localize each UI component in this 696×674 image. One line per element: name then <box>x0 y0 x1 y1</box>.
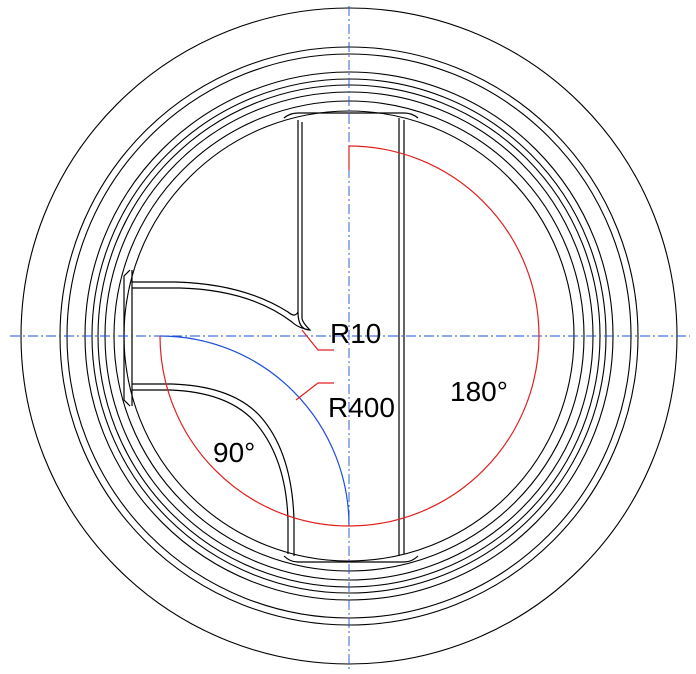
bend-angle-label: 90° <box>213 437 255 468</box>
leader-lines <box>296 330 334 400</box>
side-channel-lower-wall-inner <box>132 390 288 554</box>
r400-label: R400 <box>328 392 395 423</box>
r400-arc <box>160 336 349 526</box>
straight-angle-label: 180° <box>450 376 508 407</box>
bend-angle-arc <box>160 336 349 526</box>
r10-label: R10 <box>330 318 381 349</box>
